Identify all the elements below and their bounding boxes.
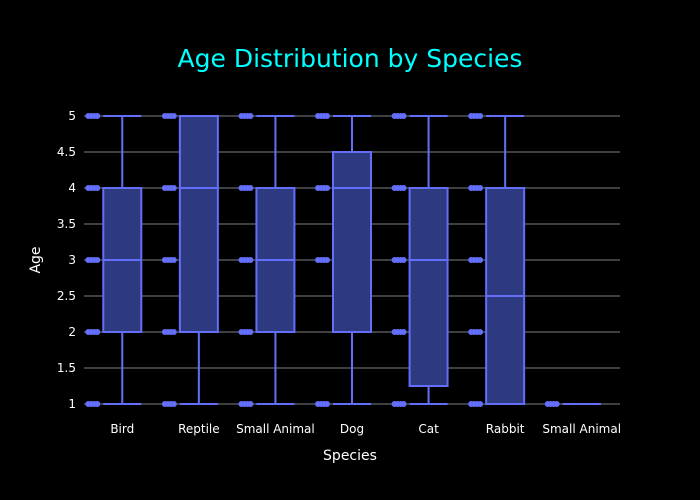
x-tick-label: Dog: [340, 422, 364, 436]
data-point: [400, 113, 407, 119]
data-point: [477, 257, 484, 263]
y-tick-label: 1: [68, 397, 76, 411]
y-axis-title: Age: [28, 246, 44, 273]
chart-title: Age Distribution by Species: [178, 44, 523, 73]
boxes: [85, 113, 601, 407]
data-point: [400, 185, 407, 191]
data-point: [247, 113, 254, 119]
data-point: [324, 185, 330, 191]
data-point: [247, 257, 254, 263]
data-point: [247, 329, 254, 335]
box-6: [468, 113, 526, 407]
data-point: [170, 185, 177, 191]
y-tick-label: 1.5: [57, 361, 76, 375]
data-point: [94, 113, 101, 119]
x-tick-label: Rabbit: [486, 422, 525, 436]
box-iqr: [178, 115, 219, 333]
data-point: [247, 185, 254, 191]
x-tick-label: Reptile: [178, 422, 220, 436]
x-tick-label: Cat: [418, 422, 439, 436]
y-tick-label: 4: [68, 181, 76, 195]
y-tick-label: 2.5: [57, 289, 76, 303]
x-axis-title: Species: [323, 448, 377, 464]
x-tick-label: Bird: [110, 422, 134, 436]
data-point: [324, 401, 330, 407]
data-point: [170, 329, 177, 335]
data-point: [400, 401, 407, 407]
x-axis-ticks: Bird Reptile Small Animal Dog Cat Rabbit Small…: [110, 422, 621, 436]
data-point: [94, 401, 101, 407]
data-point: [553, 401, 560, 407]
data-point: [400, 257, 407, 263]
data-point: [400, 329, 407, 335]
data-point: [477, 185, 484, 191]
data-point: [94, 185, 101, 191]
data-point: [324, 257, 330, 263]
data-point: [170, 401, 177, 407]
x-tick-label: Small Animal: [236, 422, 315, 436]
data-point: [477, 113, 484, 119]
y-axis-ticks: 1 1.5 2 2.5 3 3.5 4 4.5 5: [57, 109, 76, 411]
box-3: [238, 113, 296, 407]
y-tick-label: 4.5: [57, 145, 76, 159]
y-tick-label: 5: [68, 109, 76, 123]
data-point: [170, 113, 177, 119]
box-4: [315, 113, 372, 407]
data-point: [94, 257, 101, 263]
data-point: [477, 329, 484, 335]
box-iqr: [408, 187, 449, 387]
x-tick-label: Small Animal: [542, 422, 621, 436]
y-tick-label: 2: [68, 325, 76, 339]
data-point: [94, 329, 101, 335]
box-1: [85, 113, 143, 407]
box-7: [544, 401, 601, 407]
box-2: [161, 113, 219, 407]
box-5: [391, 113, 449, 407]
y-tick-label: 3: [68, 253, 76, 267]
box-iqr: [332, 151, 372, 333]
data-point: [170, 257, 177, 263]
y-tick-label: 3.5: [57, 217, 76, 231]
data-point: [477, 401, 484, 407]
data-point: [324, 113, 330, 119]
data-point: [247, 401, 254, 407]
